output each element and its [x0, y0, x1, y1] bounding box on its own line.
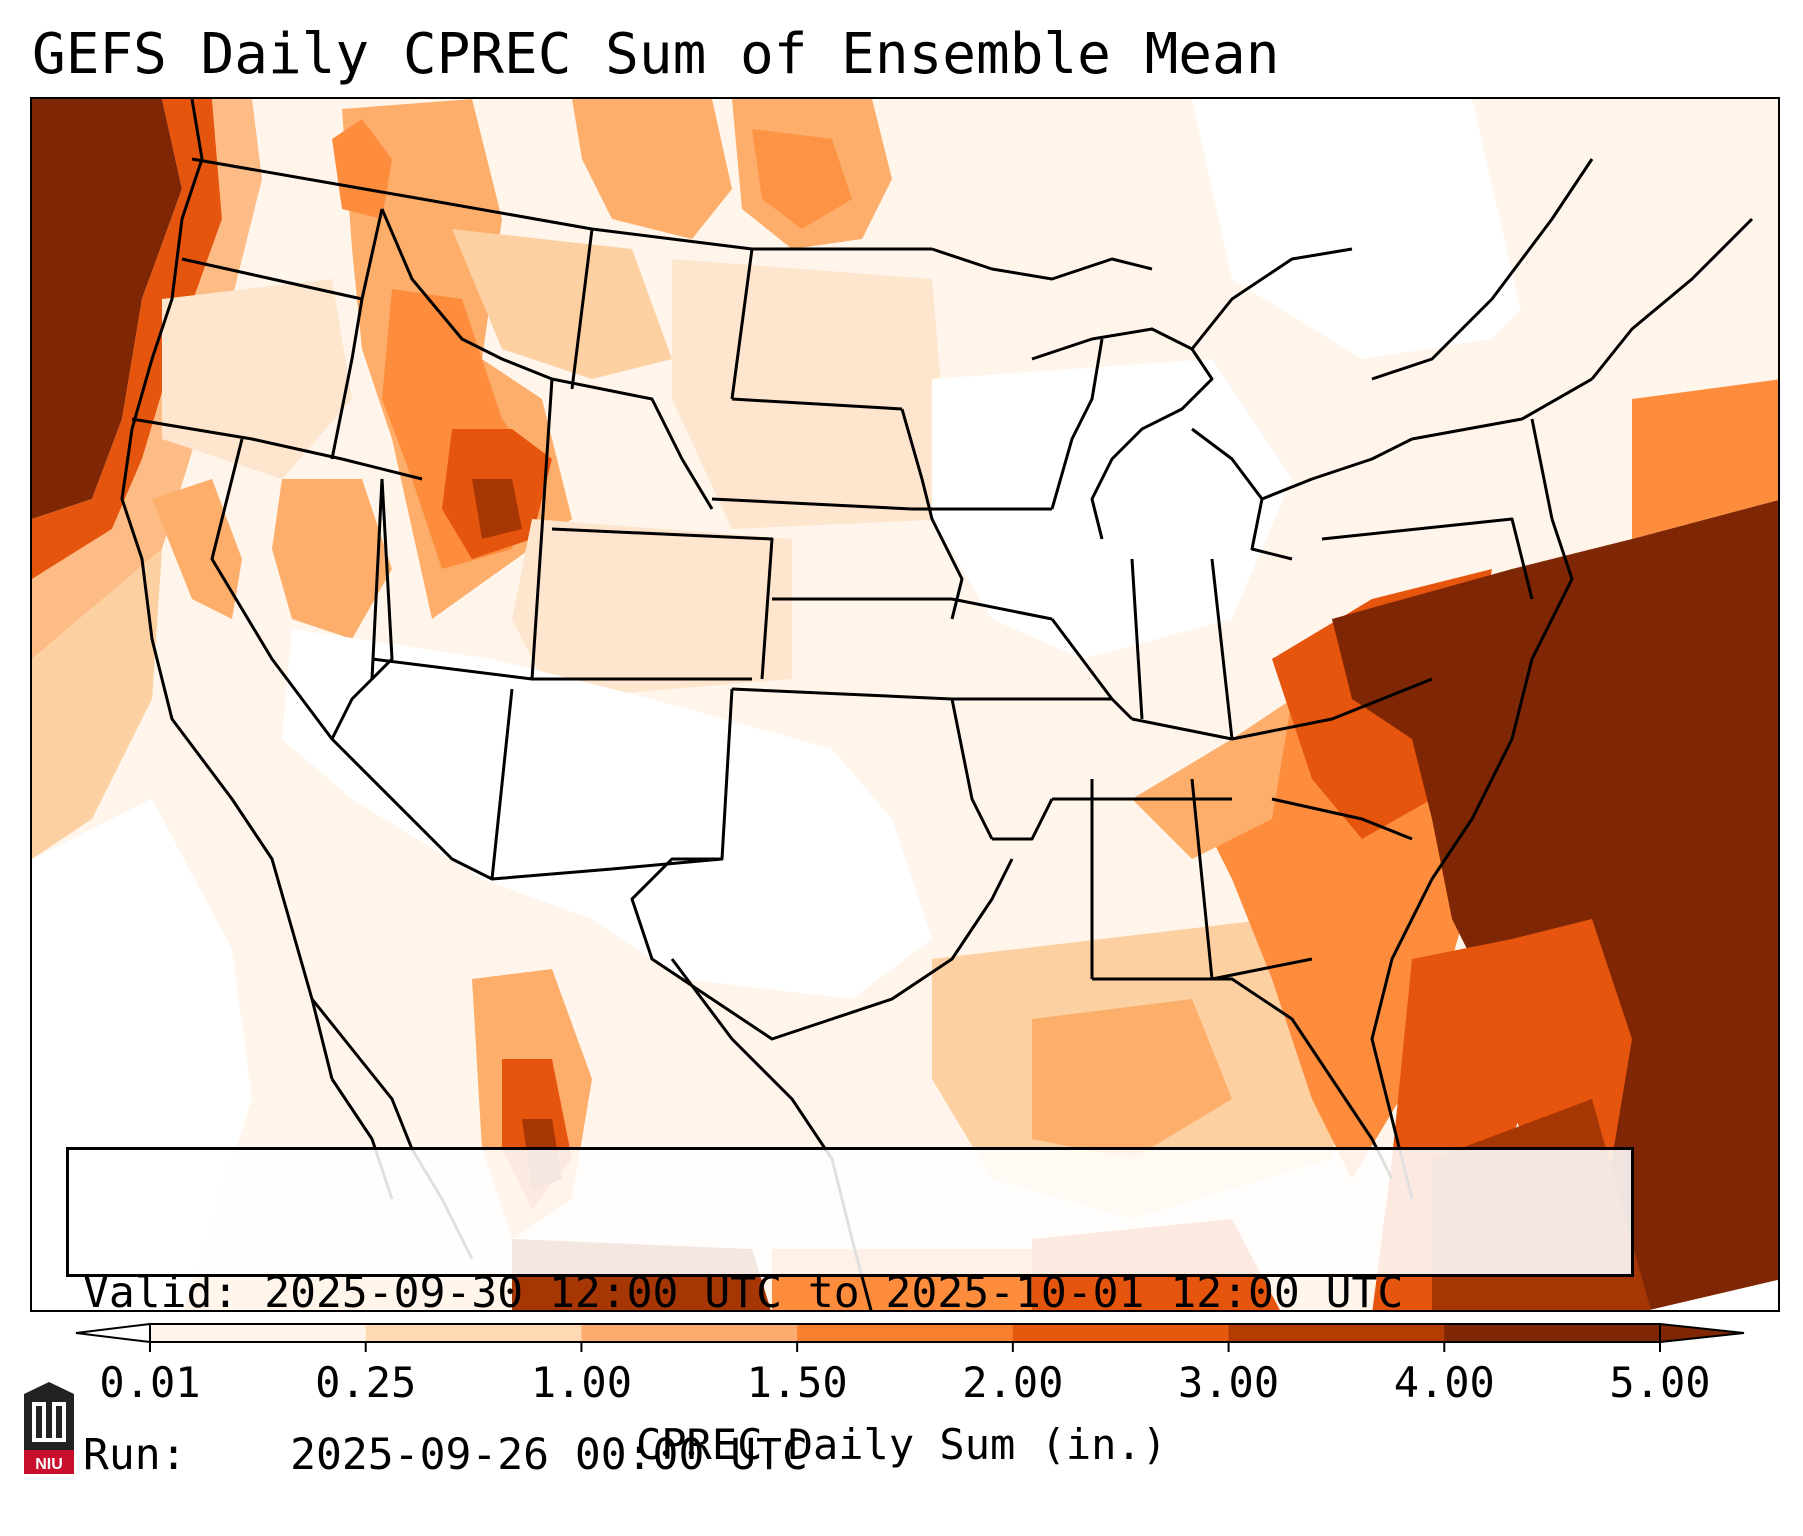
colorbar-tick-label: 0.25 — [315, 1358, 417, 1407]
colorbar-over-arrow — [1659, 1322, 1745, 1344]
colorbar-label: CPREC Daily Sum (in.) — [635, 1420, 1167, 1469]
colorbar-segment — [1228, 1324, 1445, 1342]
svg-text:NIU: NIU — [35, 1456, 63, 1473]
niu-logo: NIU — [24, 1382, 74, 1474]
colorbar-tick-label: 2.00 — [962, 1358, 1064, 1407]
colorbar-tick-label: 4.00 — [1393, 1358, 1495, 1407]
colorbar-segment — [150, 1324, 367, 1342]
valid-label: Valid: — [83, 1268, 239, 1318]
colorbar-segment — [1012, 1324, 1230, 1342]
colorbar-tick-label: 1.50 — [746, 1358, 848, 1407]
state-boundaries — [120, 99, 1754, 1310]
valid-line: Valid: 2025-09-30 12:00 UTC to 2025-10-0… — [83, 1266, 1617, 1320]
run-label: Run: — [83, 1430, 187, 1480]
colorbar-under-arrow — [75, 1322, 151, 1344]
colorbar-segment — [1444, 1324, 1661, 1342]
precipitation-map — [30, 97, 1780, 1312]
colorbar-tick-label: 3.00 — [1177, 1358, 1280, 1407]
valid-run-info-box: Valid: 2025-09-30 12:00 UTC to 2025-10-0… — [66, 1147, 1634, 1480]
run-line: Run: 2025-09-26 00:00 UTC — [83, 1428, 1617, 1482]
valid-value: 2025-09-30 12:00 UTC to 2025-10-01 12:00… — [264, 1268, 1404, 1318]
colorbar-segment — [365, 1324, 582, 1342]
map-title: GEFS Daily CPREC Sum of Ensemble Mean — [32, 22, 1280, 87]
colorbar-tick-label: 5.00 — [1609, 1358, 1711, 1407]
colorbar-tick-label: 1.00 — [530, 1358, 632, 1407]
colorbar-segment — [797, 1324, 1014, 1342]
colorbar-tick-label: 0.01 — [99, 1358, 201, 1407]
run-value: 2025-09-26 00:00 UTC — [290, 1430, 808, 1480]
colorbar-segment — [581, 1324, 798, 1342]
colorbar — [75, 1322, 1745, 1352]
colorbar-outline — [149, 1323, 1661, 1343]
